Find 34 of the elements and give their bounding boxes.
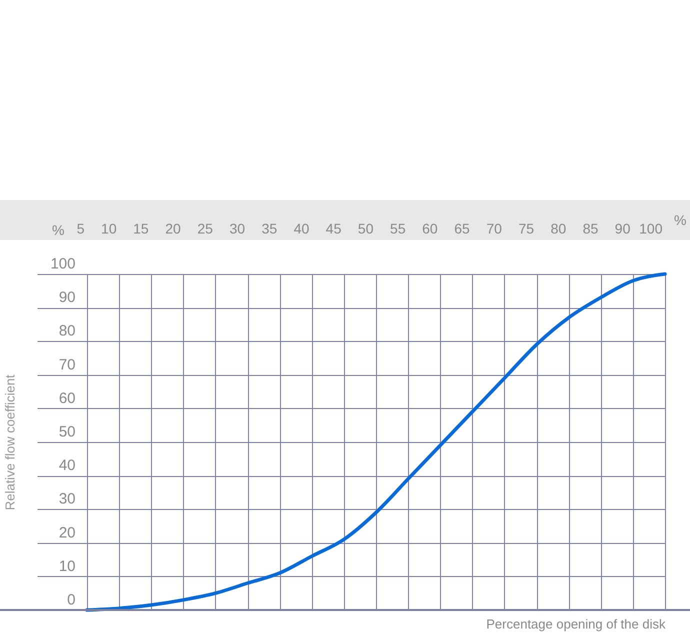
y-tick-label: 0 [67, 592, 76, 608]
x-tick-label: 10 [101, 220, 117, 236]
x-tick-label: 30 [229, 220, 246, 236]
x-tick-label: 25 [197, 220, 214, 236]
x-tick-label: 15 [133, 220, 149, 236]
y-tick-label: 10 [58, 558, 76, 575]
x-tick-label: 50 [358, 220, 374, 236]
y-tick-label: 60 [58, 390, 76, 407]
y-tick-label: 90 [58, 289, 76, 306]
text: % [52, 222, 64, 238]
y-tick-label: 70 [58, 356, 76, 374]
x-axis-title: Percentage opening of the disk [486, 616, 666, 632]
y-tick-label: 50 [58, 424, 76, 440]
x-tick-label: 65 [454, 220, 470, 236]
text: % [674, 212, 686, 228]
x-tick-label: 60 [422, 220, 438, 236]
y-tick-label: 100 [50, 256, 76, 272]
x-tick-label: 20 [165, 220, 182, 236]
x-tick-label: 45 [326, 220, 342, 236]
x-tick-label: 35 [262, 220, 278, 236]
x-tick-label: 40 [294, 220, 310, 236]
x-tick-label: 70 [486, 220, 502, 236]
x-tick-label: 75 [518, 220, 534, 236]
x-tick-label: 5 [76, 220, 85, 236]
x-tick-label: 100 [639, 220, 663, 236]
x-tick-label: 55 [390, 220, 406, 236]
y-tick-label: 40 [58, 457, 76, 474]
y-tick-label: 30 [58, 490, 76, 508]
y-axis-title: Relative flow coefficient [2, 374, 18, 510]
y-tick-label: 80 [58, 322, 76, 340]
x-tick-label: 80 [550, 220, 566, 236]
x-tick-label: 85 [582, 220, 598, 236]
x-tick-label: 90 [614, 220, 631, 236]
y-tick-label: 20 [58, 524, 76, 542]
